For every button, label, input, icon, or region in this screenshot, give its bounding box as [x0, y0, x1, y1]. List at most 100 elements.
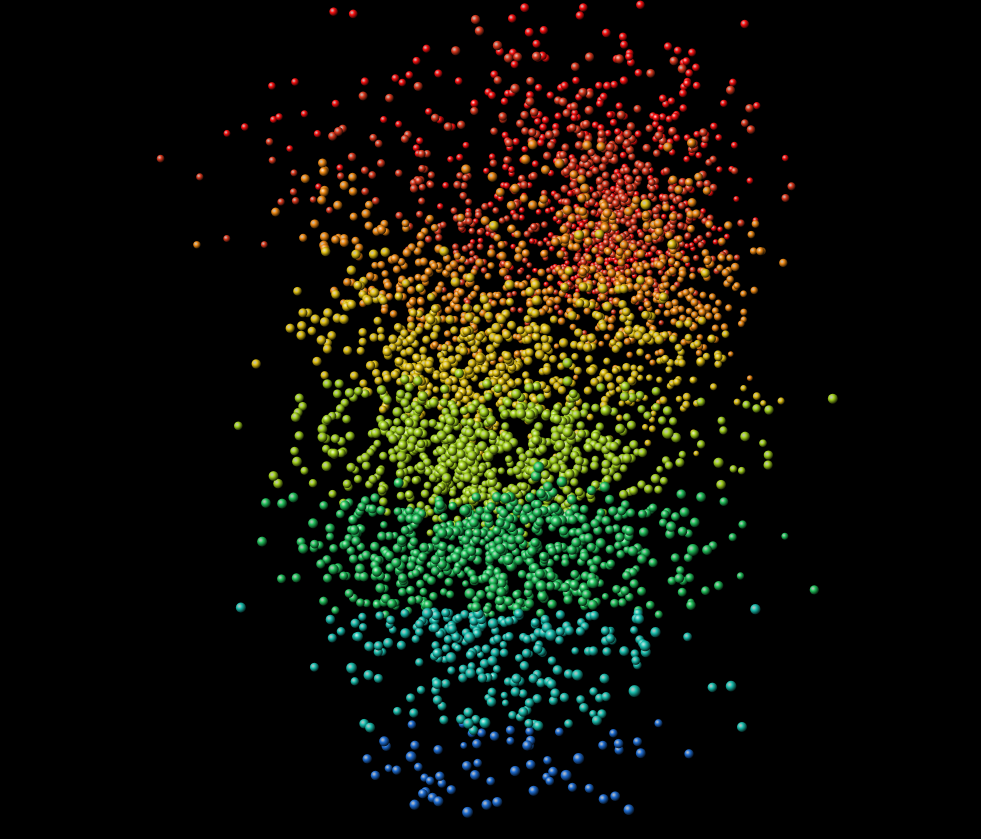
scatter-point [354, 563, 366, 574]
scatter-point [376, 385, 387, 395]
scatter-point [584, 254, 593, 262]
scatter-point [456, 153, 464, 161]
scatter-point [678, 450, 687, 459]
scatter-point [695, 349, 703, 357]
scatter-point [458, 664, 468, 674]
scatter-point [727, 351, 734, 357]
scatter-point [580, 465, 589, 474]
scatter-point [456, 449, 466, 459]
scatter-point [579, 504, 589, 514]
scatter-point [652, 212, 660, 220]
scatter-point [577, 514, 588, 524]
scatter-point [426, 180, 435, 189]
scatter-point [396, 451, 407, 462]
scatter-point [397, 460, 406, 470]
scatter-point [653, 149, 661, 158]
scatter-point [710, 122, 718, 130]
scatter-point [460, 742, 468, 749]
scatter-point [661, 213, 667, 220]
scatter-point [645, 353, 652, 361]
scatter-point [489, 444, 499, 455]
scatter-point [504, 616, 514, 626]
scatter-point [581, 330, 588, 336]
scatter-point [674, 185, 684, 195]
scatter-point [420, 489, 430, 499]
scatter-point [724, 221, 733, 230]
scatter-point [634, 130, 642, 138]
scatter-point [615, 375, 625, 385]
scatter-point [443, 122, 453, 132]
scatter-point [436, 203, 444, 210]
scatter-point [654, 485, 663, 494]
scatter-point [595, 538, 606, 549]
scatter-point [596, 383, 606, 393]
scatter-point [495, 187, 505, 197]
scatter-point [597, 283, 608, 294]
scatter-point [260, 241, 268, 249]
scatter-point [662, 100, 670, 108]
scatter-point [300, 174, 310, 184]
scatter-point [714, 581, 724, 591]
scatter-point [662, 406, 673, 416]
scatter-point [703, 303, 712, 312]
scatter-point [538, 308, 546, 316]
scatter-point [759, 439, 767, 448]
scatter-point [578, 282, 588, 292]
scatter-point [433, 745, 443, 755]
scatter-point [319, 501, 329, 510]
scatter-point [502, 330, 512, 340]
scatter-point [534, 117, 542, 125]
scatter-point [261, 498, 271, 508]
scatter-point [373, 641, 384, 651]
scatter-point [349, 371, 359, 381]
scatter-point [510, 83, 520, 94]
scatter-point [257, 536, 268, 547]
scatter-point [575, 11, 585, 20]
scatter-point [514, 555, 524, 566]
scatter-point [360, 452, 371, 462]
scatter-point [395, 120, 403, 128]
scatter-point [518, 281, 526, 290]
scatter-point [615, 386, 622, 393]
scatter-point [664, 301, 673, 310]
scatter-point [604, 129, 612, 137]
scatter-point [540, 249, 549, 258]
scatter-point [443, 330, 452, 338]
scatter-point [431, 610, 442, 621]
scatter-point [535, 580, 547, 592]
scatter-point [488, 352, 497, 361]
scatter-point [348, 9, 358, 19]
scatter-point [401, 279, 411, 288]
scatter-point [643, 484, 654, 494]
scatter-point [571, 647, 579, 655]
scatter-point [587, 148, 595, 157]
scatter-point [462, 580, 469, 588]
scatter-point [574, 188, 582, 196]
scatter-point [473, 758, 482, 768]
scatter-point [450, 384, 459, 393]
scatter-point [687, 198, 697, 207]
scatter-point [733, 398, 741, 406]
scatter-point [707, 334, 716, 343]
scatter-point [721, 330, 730, 339]
scatter-point [731, 167, 739, 175]
scatter-point [518, 214, 525, 221]
scatter-point [740, 119, 749, 127]
scatter-point [497, 467, 505, 475]
scatter-point [532, 267, 539, 274]
scatter-point [647, 192, 655, 200]
scatter-point [745, 104, 754, 113]
scatter-point [464, 312, 474, 322]
scatter-point [336, 164, 344, 172]
scatter-point [398, 587, 407, 597]
scatter-point [268, 471, 279, 481]
scatter-point [374, 376, 383, 385]
scatter-point [524, 698, 535, 708]
scatter-point [764, 405, 774, 415]
scatter-point [430, 623, 440, 633]
scatter-point [414, 176, 424, 185]
scatter-point [541, 409, 552, 420]
scatter-point [724, 233, 730, 240]
